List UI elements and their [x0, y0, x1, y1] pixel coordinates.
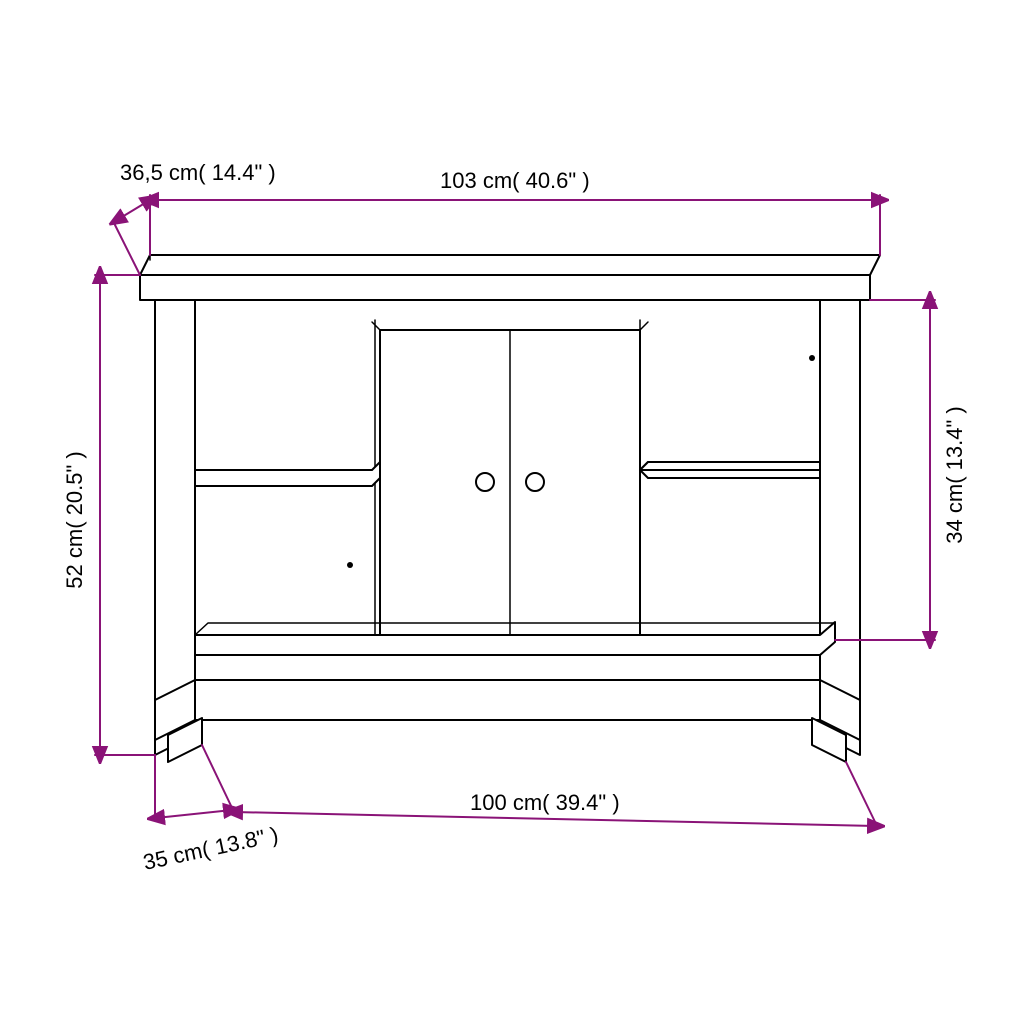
dim-left-height: 52 cm( 20.5" )	[62, 451, 87, 588]
furniture-dimension-diagram: 36,5 cm( 14.4" ) 103 cm( 40.6" ) 52 cm( …	[0, 0, 1024, 1024]
dim-bottom-depth: 35 cm( 13.8" )	[141, 822, 281, 875]
cabinet-drawing	[140, 255, 880, 762]
dim-right-inner: 34 cm( 13.4" )	[942, 406, 967, 543]
dim-top-depth: 36,5 cm( 14.4" )	[120, 160, 276, 185]
dim-top-width: 103 cm( 40.6" )	[440, 168, 590, 193]
dim-bottom-width: 100 cm( 39.4" )	[470, 790, 620, 815]
